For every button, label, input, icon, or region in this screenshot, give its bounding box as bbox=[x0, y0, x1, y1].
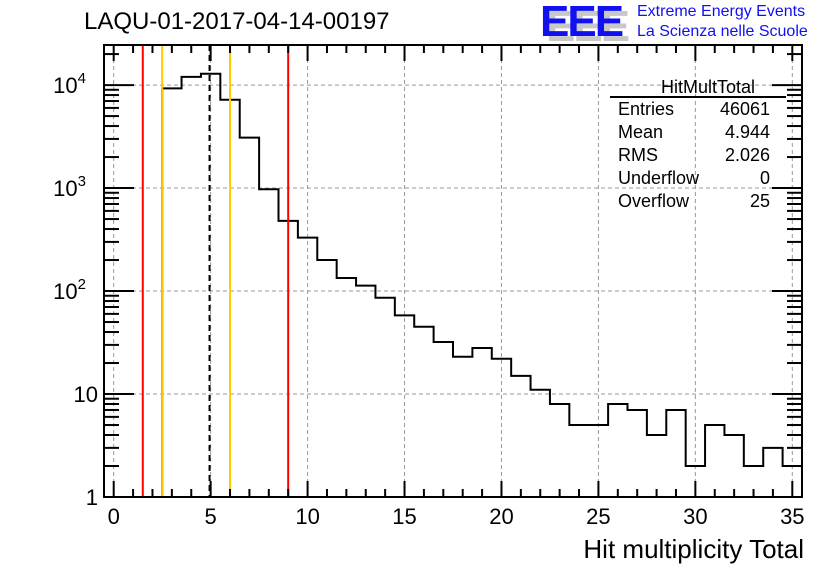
stats-label: Underflow bbox=[618, 168, 700, 188]
stats-label: Mean bbox=[618, 122, 664, 142]
logo-mark: EEE bbox=[540, 0, 624, 46]
histogram-bin bbox=[182, 77, 201, 497]
logo-text: Extreme Energy Events La Scienza nelle S… bbox=[637, 2, 808, 42]
y-tick-label: 10 bbox=[74, 382, 98, 407]
histogram-bin bbox=[472, 348, 491, 497]
histogram-bin bbox=[511, 376, 530, 497]
x-tick-label: 5 bbox=[205, 504, 217, 529]
x-axis-label: Hit multiplicity Total bbox=[583, 534, 804, 564]
stats-value: 4.944 bbox=[724, 122, 770, 142]
histogram-bin bbox=[608, 404, 627, 497]
histogram-bin bbox=[550, 404, 569, 497]
x-tick-label: 15 bbox=[392, 504, 416, 529]
y-tick-label: 102 bbox=[53, 276, 86, 304]
plot-title: LAQU-01-2017-04-14-00197 bbox=[84, 8, 390, 35]
histogram-bin bbox=[240, 138, 259, 497]
y-tick-label: 1 bbox=[86, 485, 98, 510]
histogram-bin bbox=[201, 74, 220, 497]
stats-value: 46061 bbox=[719, 99, 770, 119]
logo-line-1: Extreme Energy Events bbox=[637, 3, 806, 20]
logo-line-2: La Scienza nelle Scuole bbox=[637, 23, 808, 40]
x-tick-label: 35 bbox=[780, 504, 804, 529]
plot-frame bbox=[103, 44, 803, 498]
stats-row-overflow: Overflow 25 bbox=[610, 190, 790, 213]
histogram-bin bbox=[569, 425, 588, 497]
stats-value: 0 bbox=[759, 168, 770, 188]
stats-row-mean: Mean 4.944 bbox=[610, 121, 790, 144]
x-tick-label: 0 bbox=[108, 504, 120, 529]
histogram-bin bbox=[705, 425, 724, 497]
stats-row-underflow: Underflow 0 bbox=[610, 167, 790, 190]
histogram-bin bbox=[317, 260, 336, 497]
stats-label: Entries bbox=[618, 99, 675, 119]
histogram-bin bbox=[647, 435, 666, 497]
stats-value: 2.026 bbox=[724, 145, 770, 165]
histogram-bin bbox=[628, 410, 647, 497]
y-tick-label: 103 bbox=[53, 173, 86, 201]
histogram-bin bbox=[259, 189, 278, 497]
y-tick-label: 104 bbox=[53, 70, 86, 98]
stats-row-entries: Entries 46061 bbox=[610, 98, 790, 121]
stats-title: HitMultTotal bbox=[610, 78, 786, 98]
stats-row-rms: RMS 2.026 bbox=[610, 144, 790, 167]
histogram-bin bbox=[414, 327, 433, 497]
histogram-bin bbox=[356, 286, 375, 497]
stats-value: 25 bbox=[749, 191, 770, 211]
stats-label: Overflow bbox=[618, 191, 690, 211]
histogram-bin bbox=[434, 342, 453, 497]
histogram-bin bbox=[666, 410, 685, 497]
histogram-line bbox=[104, 72, 802, 498]
stats-box: HitMultTotal Entries 46061 Mean 4.944 RMS 2… bbox=[610, 78, 790, 213]
histogram-bin bbox=[395, 315, 414, 497]
histogram-bin bbox=[531, 390, 550, 497]
eee-logo: EEE bbox=[540, 0, 632, 46]
histogram-bin bbox=[492, 359, 511, 497]
histogram-bin bbox=[724, 435, 743, 497]
histogram-bin bbox=[337, 278, 356, 497]
stats-label: RMS bbox=[618, 145, 658, 165]
x-tick-label: 30 bbox=[683, 504, 707, 529]
histogram-bin bbox=[298, 238, 317, 497]
histogram-bin bbox=[162, 88, 181, 497]
histogram-bin bbox=[375, 298, 394, 497]
x-tick-label: 10 bbox=[295, 504, 319, 529]
histogram-bin bbox=[453, 357, 472, 497]
x-tick-label: 20 bbox=[489, 504, 513, 529]
x-tick-label: 25 bbox=[586, 504, 610, 529]
